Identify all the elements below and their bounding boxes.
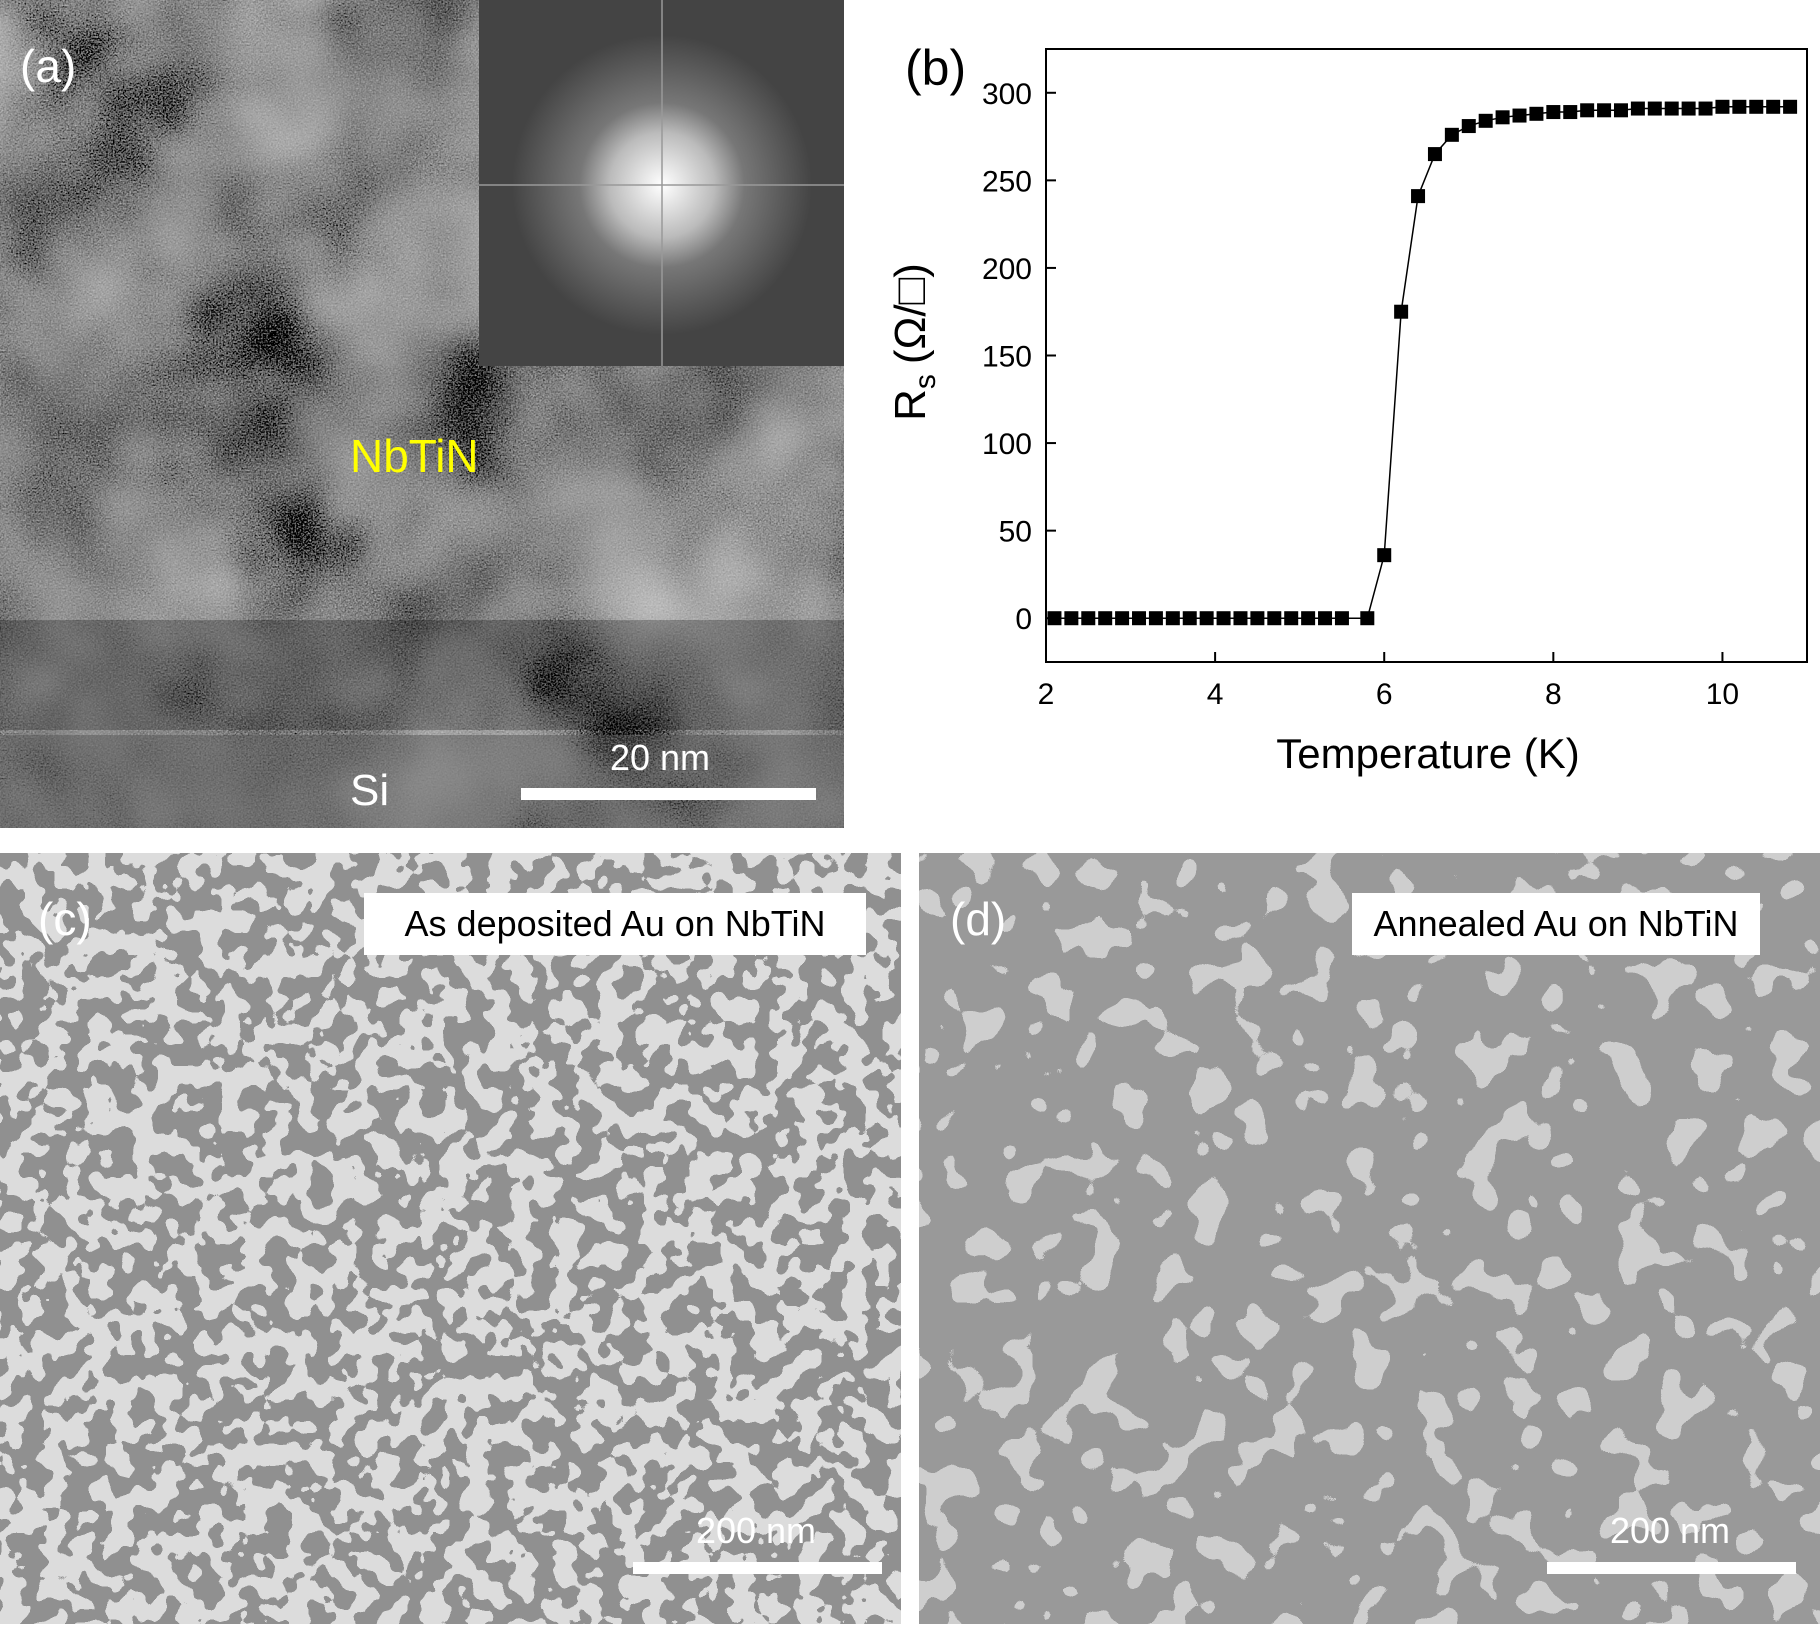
data-point — [1216, 611, 1231, 626]
data-point — [1394, 304, 1409, 319]
data-point — [1148, 611, 1163, 626]
data-point — [1613, 103, 1628, 118]
data-point — [1081, 611, 1096, 626]
y-tick-label: 250 — [982, 165, 1032, 198]
y-label-sub: s — [909, 374, 942, 389]
data-point — [1495, 110, 1510, 125]
data-point — [1182, 611, 1197, 626]
data-point — [1597, 103, 1612, 118]
data-point — [1732, 99, 1747, 114]
data-point — [1681, 101, 1696, 116]
scale-bar-label: 20 nm — [610, 737, 710, 778]
scale-bar-label: 200 nm — [1610, 1510, 1730, 1551]
data-point — [1411, 189, 1426, 204]
data-point — [1698, 101, 1713, 116]
substrate — [0, 735, 844, 828]
y-label-unit: (Ω/□) — [886, 263, 935, 364]
caption: As deposited Au on NbTiN — [405, 903, 826, 944]
data-point — [1715, 99, 1730, 114]
panel-label: (c) — [38, 893, 92, 945]
data-point — [1664, 101, 1679, 116]
data-point — [1047, 611, 1062, 626]
substrate-label: Si — [350, 766, 389, 815]
sem-image — [0, 853, 901, 1624]
sem-image — [919, 853, 1820, 1624]
x-tick-label: 8 — [1545, 678, 1562, 711]
data-point — [1461, 119, 1476, 134]
data-point — [1546, 105, 1561, 120]
caption-box — [364, 893, 866, 955]
panel-a: (a) NbTiN Si 20 nm — [0, 0, 844, 828]
caption: Annealed Au on NbTiN — [1374, 903, 1739, 944]
y-tick-label: 100 — [982, 428, 1032, 461]
data-point — [1334, 611, 1349, 626]
scale-bar — [1547, 1562, 1796, 1574]
data-point — [1250, 611, 1265, 626]
panel-label: (a) — [20, 40, 76, 92]
data-point — [1529, 106, 1544, 121]
panel-c: (c) As deposited Au on NbTiN 200 nm — [0, 853, 901, 1624]
film-label: NbTiN — [350, 430, 479, 482]
data-point — [1377, 548, 1392, 563]
data-point — [1132, 611, 1147, 626]
y-axis-label: Rs (Ω/□) — [886, 263, 942, 421]
data-point — [1647, 101, 1662, 116]
scale-bar — [521, 788, 816, 800]
x-tick-label: 2 — [1038, 678, 1055, 711]
x-tick-label: 6 — [1376, 678, 1393, 711]
data-point — [1064, 611, 1079, 626]
interface — [0, 620, 844, 730]
scale-bar — [633, 1562, 882, 1574]
data-point — [1444, 127, 1459, 142]
plot-frame — [1045, 48, 1808, 663]
data-point — [1267, 611, 1282, 626]
data-point — [1427, 147, 1442, 162]
data-point — [1478, 113, 1493, 128]
y-tick-label: 150 — [982, 341, 1032, 374]
data-point — [1165, 611, 1180, 626]
data-point — [1766, 99, 1781, 114]
data-point — [1749, 99, 1764, 114]
data-point — [1580, 103, 1595, 118]
y-tick-label: 0 — [1015, 603, 1032, 636]
data-line — [1054, 106, 1791, 619]
y-tick-label: 300 — [982, 78, 1032, 111]
caption-box — [1352, 893, 1760, 955]
data-point — [1098, 611, 1113, 626]
y-tick-label: 200 — [982, 253, 1032, 286]
data-point — [1318, 611, 1333, 626]
x-tick-label: 10 — [1706, 678, 1739, 711]
y-tick-label: 50 — [999, 516, 1032, 549]
data-point — [1563, 105, 1578, 120]
data-point — [1360, 611, 1375, 626]
panel-d: (d) Annealed Au on NbTiN 200 nm — [919, 853, 1820, 1624]
data-point — [1512, 108, 1527, 123]
data-point — [1783, 99, 1798, 114]
data-point — [1115, 611, 1130, 626]
panel-label: (d) — [950, 893, 1006, 945]
data-point — [1301, 611, 1316, 626]
panel-b: (b) Temperature (K) Rs(Ω/□) 2 4 6 8 10050100… — [886, 40, 1808, 777]
data-point — [1233, 611, 1248, 626]
data-point — [1199, 611, 1214, 626]
scale-bar-label: 200 nm — [696, 1510, 816, 1551]
x-axis-label: Temperature (K) — [1276, 730, 1579, 777]
y-label-main: R — [886, 389, 935, 421]
panel-label: (b) — [905, 40, 966, 96]
data-point — [1284, 611, 1299, 626]
x-tick-label: 4 — [1207, 678, 1224, 711]
data-point — [1630, 101, 1645, 116]
